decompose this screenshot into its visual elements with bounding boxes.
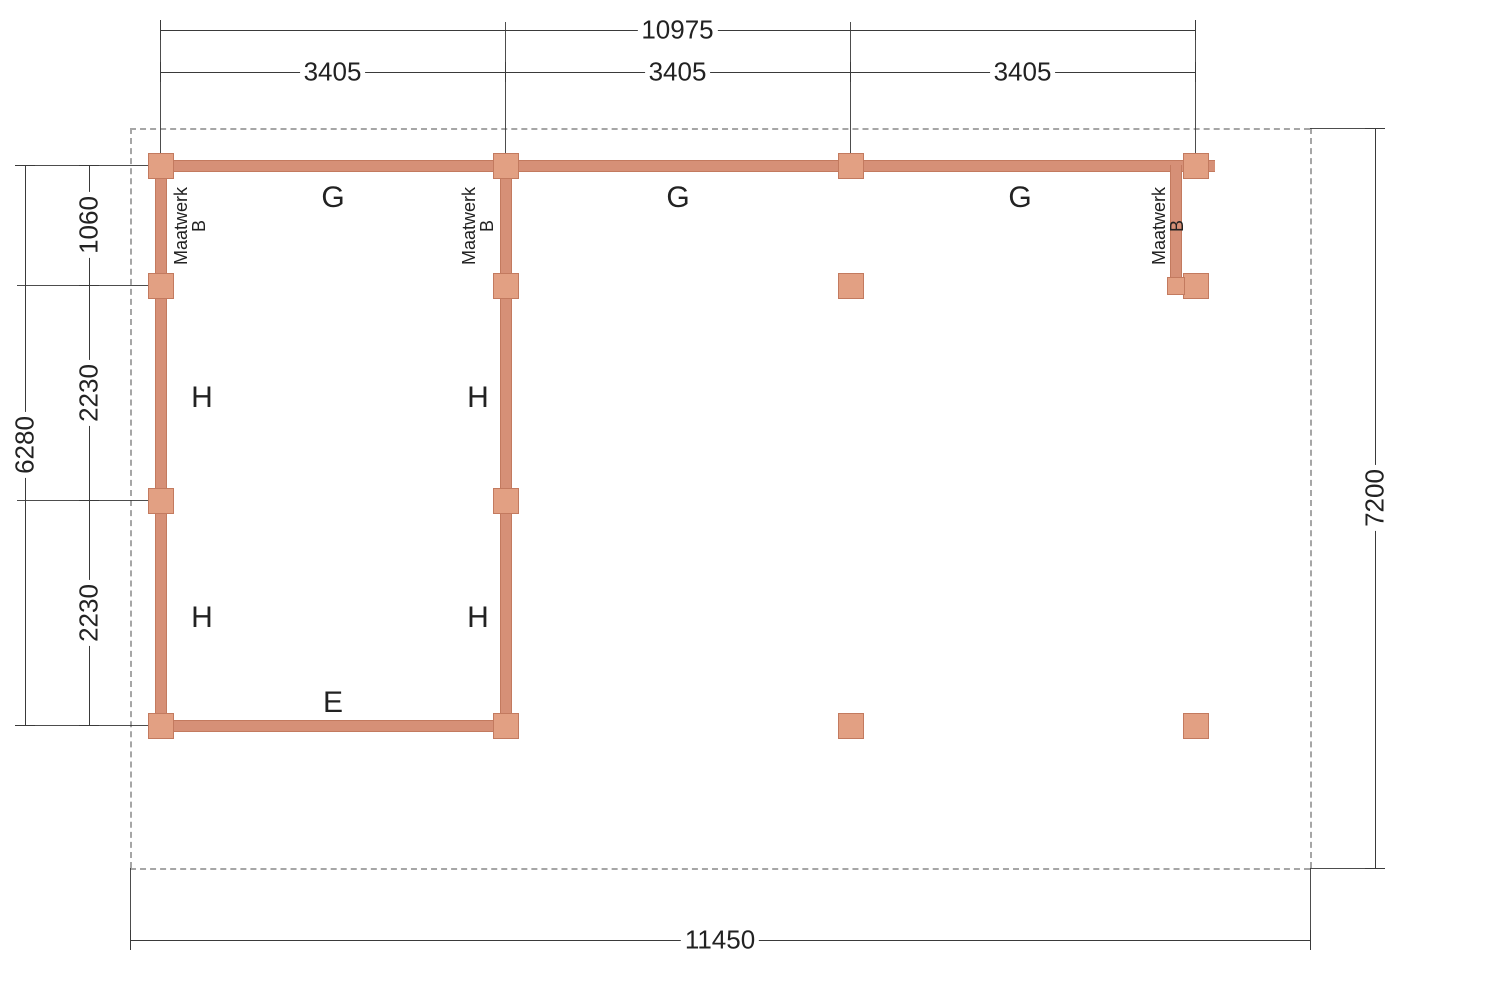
maatwerk-label-0: MaatwerkB: [172, 187, 208, 265]
ext-top-2: [850, 22, 851, 153]
dim-top-a-end-l: [160, 62, 161, 82]
dash-bottom: [130, 868, 1310, 870]
dim-top-c-text: 3405: [990, 57, 1056, 88]
dash-right: [1310, 128, 1312, 868]
post-9: [148, 488, 174, 514]
dim-left-outer-text: 6280: [10, 412, 41, 478]
dim-right-end-t: [1365, 128, 1385, 129]
beam-left: [155, 165, 167, 737]
post-0: [148, 153, 174, 179]
dim-left-2230a-end-t: [79, 285, 99, 286]
maatwerk-B: B: [189, 220, 209, 232]
dim-left-outer-end-t: [15, 165, 35, 166]
maatwerk-B: B: [1167, 220, 1187, 232]
dim-left-2230b-end-t: [79, 500, 99, 501]
dim-left-2230a-text: 2230: [74, 360, 105, 426]
label-H-2: H: [191, 601, 213, 635]
post-13: [838, 713, 864, 739]
dim-top-c-end-r: [1195, 62, 1196, 82]
maatwerk-B: B: [477, 220, 497, 232]
maatwerk-text: Maatwerk: [171, 187, 191, 265]
post-1: [493, 153, 519, 179]
post-12: [493, 713, 519, 739]
post-8: [1167, 277, 1185, 295]
dim-right-end-b: [1365, 868, 1385, 869]
post-6: [838, 273, 864, 299]
dim-left-outer-end-b: [15, 725, 35, 726]
maatwerk-text: Maatwerk: [1149, 187, 1169, 265]
dash-left: [130, 128, 132, 868]
dim-top-outer-end-r: [1195, 20, 1196, 40]
ext-top-3: [1195, 22, 1196, 153]
dim-bottom-text: 11450: [681, 925, 759, 956]
dim-top-outer-end-l: [160, 20, 161, 40]
post-7: [1183, 273, 1209, 299]
label-G-0: G: [321, 181, 344, 215]
dim-bottom-end-r: [1310, 930, 1311, 950]
beam-top: [160, 160, 1215, 172]
dim-left-1060-end-t: [79, 165, 99, 166]
dim-top-outer-text: 10975: [637, 15, 717, 46]
dim-top-c-end-l: [850, 62, 851, 82]
post-10: [493, 488, 519, 514]
post-11: [148, 713, 174, 739]
dim-right-text: 7200: [1360, 465, 1391, 531]
label-E-0: E: [323, 686, 343, 720]
post-14: [1183, 713, 1209, 739]
dim-left-1060-text: 1060: [74, 192, 105, 258]
maatwerk-label-1: MaatwerkB: [460, 187, 496, 265]
label-H-1: H: [467, 381, 489, 415]
label-H-0: H: [191, 381, 213, 415]
dim-left-2230b-text: 2230: [74, 580, 105, 646]
post-4: [148, 273, 174, 299]
dim-bottom-end-l: [130, 930, 131, 950]
beam-bottom: [160, 720, 515, 732]
ext-top-1: [505, 22, 506, 153]
post-2: [838, 153, 864, 179]
dim-top-a-text: 3405: [300, 57, 366, 88]
dim-left-2230b-end-b: [79, 725, 99, 726]
dash-top: [130, 128, 1310, 130]
label-G-1: G: [666, 181, 689, 215]
dim-top-b-text: 3405: [645, 57, 711, 88]
maatwerk-label-2: MaatwerkB: [1150, 187, 1186, 265]
beam-mid: [500, 165, 512, 737]
label-H-3: H: [467, 601, 489, 635]
ext-top-0: [160, 22, 161, 153]
post-5: [493, 273, 519, 299]
post-3: [1183, 153, 1209, 179]
label-G-2: G: [1008, 181, 1031, 215]
dim-top-b-end-l: [505, 62, 506, 82]
maatwerk-text: Maatwerk: [459, 187, 479, 265]
